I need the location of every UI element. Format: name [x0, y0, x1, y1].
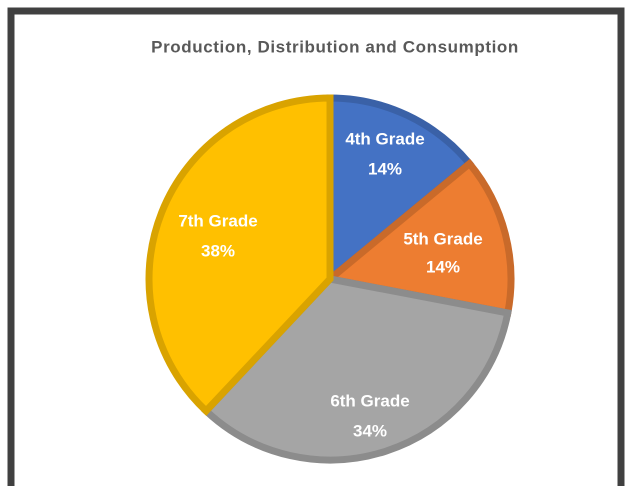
slice-value-label: 34% [353, 421, 387, 440]
slice-label: 4th Grade [345, 129, 424, 148]
chart-title: Production, Distribution and Consumption [151, 37, 519, 56]
slice-value-label: 14% [368, 159, 402, 178]
chart-frame [7, 7, 625, 486]
pie-slice [145, 94, 334, 416]
pie-slice [322, 158, 515, 318]
slice-value-label: 38% [201, 241, 235, 260]
slice-label: 7th Grade [178, 211, 257, 230]
slice-label: 5th Grade [403, 229, 482, 248]
slice-label: 6th Grade [330, 391, 409, 410]
pie-slice [201, 275, 512, 464]
pie-slice [326, 94, 475, 287]
slice-value-label: 14% [426, 257, 460, 276]
pie [145, 94, 515, 464]
